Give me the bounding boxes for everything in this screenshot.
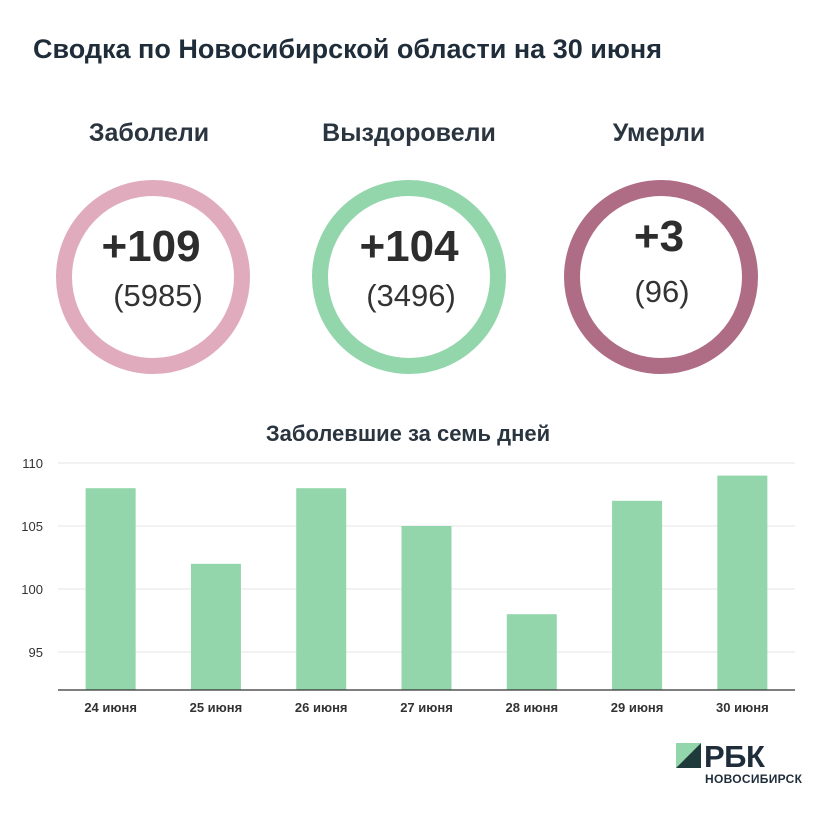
bar bbox=[506, 614, 557, 690]
y-tick-label: 105 bbox=[21, 519, 43, 534]
y-tick-label: 95 bbox=[29, 645, 43, 660]
recovered-total: (3496) bbox=[366, 278, 456, 313]
page-title: Сводка по Новосибирской области на 30 ию… bbox=[33, 34, 662, 64]
deaths-delta: +3 bbox=[633, 212, 685, 261]
bar bbox=[296, 488, 347, 690]
rbc-logo-icon bbox=[676, 743, 701, 768]
bar bbox=[190, 563, 241, 690]
x-tick-label: 29 июня bbox=[611, 700, 664, 715]
y-tick-label: 110 bbox=[22, 456, 43, 471]
bar bbox=[401, 526, 452, 690]
deaths-label: Умерли bbox=[612, 119, 706, 147]
y-tick-label: 100 bbox=[21, 582, 43, 597]
x-tick-label: 28 июня bbox=[505, 700, 558, 715]
recovered-delta: +104 bbox=[359, 222, 459, 271]
brand-city-text: НОВОСИБИРСК bbox=[705, 772, 803, 786]
chart-title: Заболевшие за семь дней bbox=[265, 421, 551, 446]
x-tick-label: 30 июня bbox=[716, 700, 769, 715]
infected-delta: +109 bbox=[101, 222, 201, 271]
x-tick-label: 26 июня bbox=[295, 700, 348, 715]
x-tick-label: 25 июня bbox=[190, 700, 243, 715]
infected-total: (5985) bbox=[113, 278, 203, 313]
bar bbox=[85, 488, 136, 690]
brand-logo-text: РБК bbox=[704, 739, 765, 774]
x-tick-label: 27 июня bbox=[400, 700, 453, 715]
bar bbox=[612, 500, 663, 690]
deaths-total: (96) bbox=[634, 274, 690, 309]
x-tick-label: 24 июня bbox=[84, 700, 137, 715]
recovered-label: Выздоровели bbox=[322, 119, 496, 147]
bar bbox=[717, 475, 768, 690]
infected-label: Заболели bbox=[88, 119, 210, 147]
